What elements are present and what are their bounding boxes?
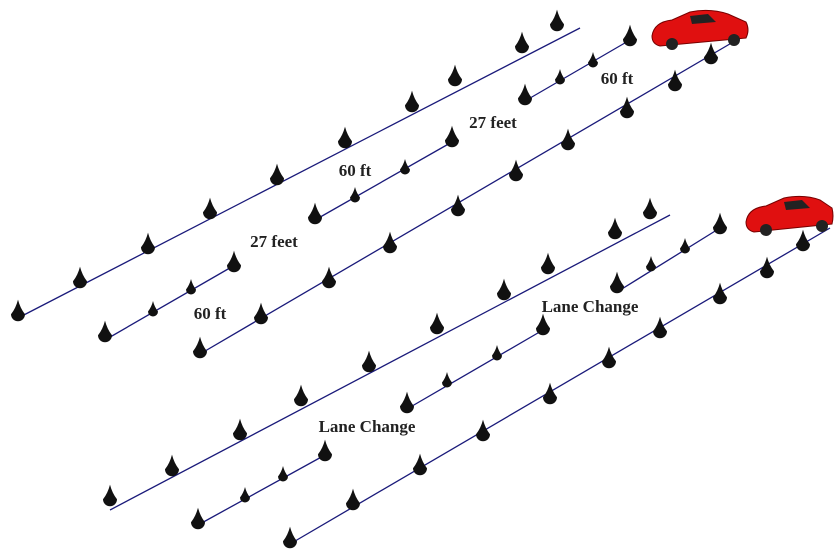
oil-drop [413, 453, 427, 476]
drops [11, 9, 810, 549]
oil-drop [322, 266, 336, 289]
oil-drop [73, 266, 87, 289]
oil-drop [602, 346, 617, 369]
oil-drop [294, 384, 308, 407]
oil-drop [497, 278, 511, 301]
oil-drop [796, 229, 810, 252]
oil-drop [448, 64, 462, 87]
oil-drop [97, 320, 112, 343]
lane-line [289, 227, 831, 545]
distance-label: 27 feet [469, 113, 517, 132]
oil-drop [550, 9, 565, 32]
oil-drop [623, 24, 637, 47]
distance-label: 27 feet [250, 232, 298, 251]
oil-drop [610, 271, 624, 294]
oil-drop [515, 31, 530, 54]
oil-drop [165, 454, 179, 477]
oil-drop [476, 419, 490, 442]
oil-drop [203, 197, 217, 220]
lane-change-label: Lane Change [542, 297, 639, 316]
oil-drop [240, 487, 250, 503]
oil-drop [400, 391, 414, 414]
oil-drop [383, 231, 397, 254]
oil-drop [561, 128, 575, 151]
oil-drop [541, 252, 555, 275]
lane-line [104, 264, 236, 341]
oil-drop [103, 484, 117, 507]
oil-drop [233, 418, 247, 441]
oil-drop [254, 302, 268, 325]
oil-drop [278, 466, 288, 482]
oil-drop [760, 256, 774, 279]
oil-drop [680, 238, 690, 254]
oil-drop [445, 125, 459, 148]
oil-drop [283, 526, 297, 549]
oil-drop [620, 96, 634, 119]
oil-drop [400, 159, 410, 175]
oil-drop [653, 316, 668, 339]
distance-label: 60 ft [339, 161, 372, 180]
car [651, 9, 749, 50]
lane-line [314, 141, 453, 221]
oil-drop [668, 69, 682, 92]
oil-drop [713, 282, 727, 305]
oil-drop [608, 217, 622, 240]
car [745, 195, 834, 236]
oil-drop [193, 336, 207, 359]
oil-drop [588, 52, 598, 68]
oil-drop [646, 256, 656, 272]
lane-line [109, 214, 671, 511]
oil-drop [191, 507, 205, 530]
oil-drop [148, 301, 158, 317]
oil-drop [543, 382, 557, 405]
distance-label: 60 ft [194, 304, 227, 323]
oil-drop [338, 126, 352, 149]
lane-line [406, 329, 544, 410]
oil-drop [451, 194, 465, 217]
oil-drop [11, 299, 26, 322]
lane-line [616, 227, 721, 293]
oil-drop [492, 345, 502, 361]
lane-change-label: Lane Change [319, 417, 416, 436]
oil-drop [318, 439, 332, 462]
oil-drop [442, 372, 452, 388]
distance-label: 60 ft [601, 69, 634, 88]
oil-drop [227, 250, 241, 273]
oil-drop [186, 279, 196, 295]
oil-drop [308, 202, 322, 225]
oil-drop [713, 212, 727, 235]
oil-drop [555, 69, 565, 85]
oil-drop [346, 488, 360, 511]
oil-drop [350, 187, 360, 203]
lane-line [199, 37, 741, 355]
oil-drop [704, 42, 719, 65]
oil-drop [430, 312, 444, 335]
lane-line [17, 27, 581, 319]
roads [17, 27, 831, 545]
oil-drop [362, 350, 376, 373]
oil-drop [509, 159, 523, 182]
oil-drop [270, 163, 284, 186]
oil-drop [643, 197, 657, 220]
lane-line [524, 39, 631, 102]
oil-drop [536, 313, 550, 336]
oil-drop [405, 90, 419, 113]
lane-line [197, 454, 326, 526]
oil-drop [518, 83, 532, 106]
oil-drop [141, 232, 155, 255]
